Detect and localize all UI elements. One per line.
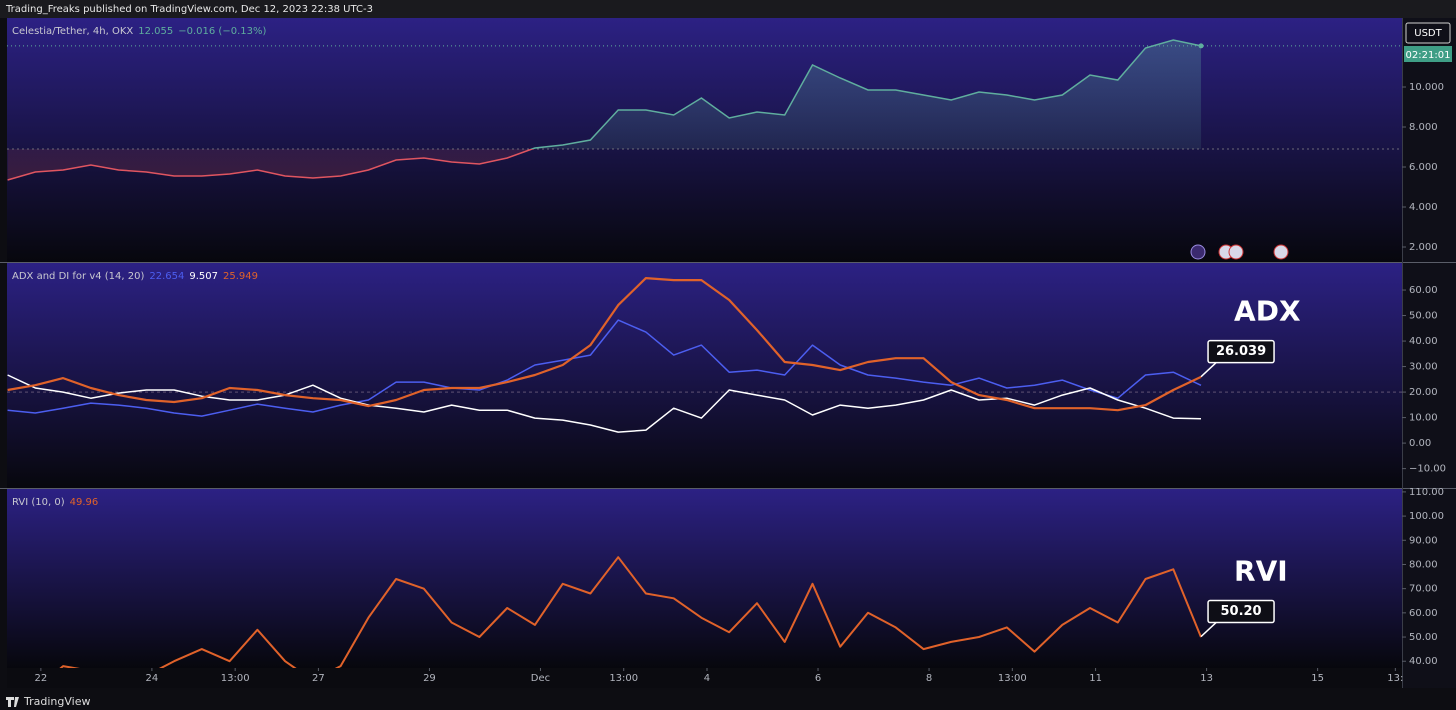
callout-box — [1207, 599, 1275, 624]
y-tick-label: 100.00 — [1409, 511, 1444, 522]
x-tick-label: 13:00 — [609, 673, 638, 684]
y-tick-label: 2.000 — [1409, 242, 1438, 253]
last-point — [1198, 43, 1204, 49]
x-tick-label: 13: — [1387, 673, 1403, 684]
y-tick-label: 60.00 — [1409, 608, 1438, 619]
x-tick-label: 15 — [1311, 673, 1324, 684]
x-tick-label: 29 — [423, 673, 436, 684]
callout-pointer — [1200, 622, 1217, 638]
callout-label: 50.20 — [1220, 604, 1261, 619]
pane-bg — [7, 489, 1402, 668]
plot — [7, 277, 1402, 433]
y-tick-label: 40.00 — [1409, 656, 1438, 667]
footer-bar — [0, 690, 1456, 710]
callout-label: 26.039 — [1216, 344, 1266, 359]
pane-title: ADX and DI for v4 (14, 20) — [12, 271, 144, 282]
pane-title: RVI (10, 0) — [12, 497, 65, 508]
y-tick-label: 50.00 — [1409, 311, 1438, 322]
annotation-title: ADX — [1234, 295, 1301, 328]
event-icon[interactable] — [1273, 244, 1289, 260]
y-tick-label: 20.00 — [1409, 387, 1438, 398]
event-icon[interactable] — [1190, 244, 1206, 260]
y-tick-label: 40.00 — [1409, 336, 1438, 347]
series-line — [59, 556, 1202, 668]
x-tick-label: 13:00 — [221, 673, 250, 684]
pane-legend: ADX and DI for v4 (14, 20) 22.654 9.507 25.… — [12, 271, 258, 282]
y-tick-label: 4.000 — [1409, 202, 1438, 213]
y-tick-label: 110.00 — [1409, 487, 1444, 498]
x-tick-label: 4 — [704, 673, 710, 684]
price-axis — [1402, 18, 1456, 688]
y-tick-label: 50.00 — [1409, 632, 1438, 643]
callout-box — [1207, 339, 1275, 364]
x-tick-label: 13:00 — [998, 673, 1027, 684]
countdown-box — [1404, 46, 1452, 62]
x-tick-label: 8 — [926, 673, 932, 684]
event-icon[interactable] — [1228, 244, 1244, 260]
currency-box[interactable] — [1405, 22, 1451, 44]
y-tick-label: 90.00 — [1409, 535, 1438, 546]
y-tick-label: 80.00 — [1409, 559, 1438, 570]
x-tick-label: 24 — [146, 673, 159, 684]
pane-bg — [7, 263, 1402, 488]
legend-value: 25.949 — [223, 271, 258, 282]
countdown: 02:21:01 — [1406, 50, 1451, 61]
last-value: 12.055 — [138, 26, 173, 37]
y-tick-label: 30.00 — [1409, 362, 1438, 373]
legend-value: 9.507 — [189, 271, 218, 282]
pane-legend: Celestia/Tether, 4h, OKX 12.055 −0.016 (−0… — [12, 26, 266, 37]
y-tick-label: 10.00 — [1409, 413, 1438, 424]
annotation-title: RVI — [1234, 555, 1288, 588]
y-tick-label: 0.00 — [1409, 438, 1431, 449]
series-line — [7, 319, 1202, 417]
plot — [7, 39, 1402, 181]
area — [7, 40, 1202, 180]
time-axis — [7, 668, 1402, 688]
publisher: Trading_Freaks published on TradingView.… — [5, 4, 373, 15]
callout-pointer — [1200, 362, 1217, 378]
legend-value: 22.654 — [149, 271, 184, 282]
legend-value: 49.96 — [70, 497, 99, 508]
series-line — [7, 277, 1202, 412]
x-tick-label: 6 — [815, 673, 821, 684]
x-tick-label: Dec — [531, 673, 550, 684]
y-tick-label: 60.00 — [1409, 285, 1438, 296]
x-tick-label: 11 — [1089, 673, 1102, 684]
y-tick-label: 6.000 — [1409, 162, 1438, 173]
brand-logo — [6, 697, 19, 707]
plot — [59, 556, 1202, 668]
y-tick-label: 8.000 — [1409, 122, 1438, 133]
x-tick-label: 22 — [34, 673, 47, 684]
change: −0.016 (−0.13%) — [178, 26, 266, 37]
currency: USDT — [1414, 28, 1442, 39]
y-tick-label: 70.00 — [1409, 584, 1438, 595]
y-tick-label: −10.00 — [1409, 464, 1446, 475]
pane-title: Celestia/Tether, 4h, OKX — [12, 26, 133, 37]
y-tick-label: 10.000 — [1409, 82, 1444, 93]
series-line — [7, 39, 1202, 181]
x-tick-label: 27 — [312, 673, 325, 684]
pane-legend: RVI (10, 0) 49.96 — [12, 497, 98, 508]
x-tick-label: 13 — [1200, 673, 1213, 684]
header-bar — [0, 0, 1456, 18]
brand: TradingView — [23, 695, 90, 708]
